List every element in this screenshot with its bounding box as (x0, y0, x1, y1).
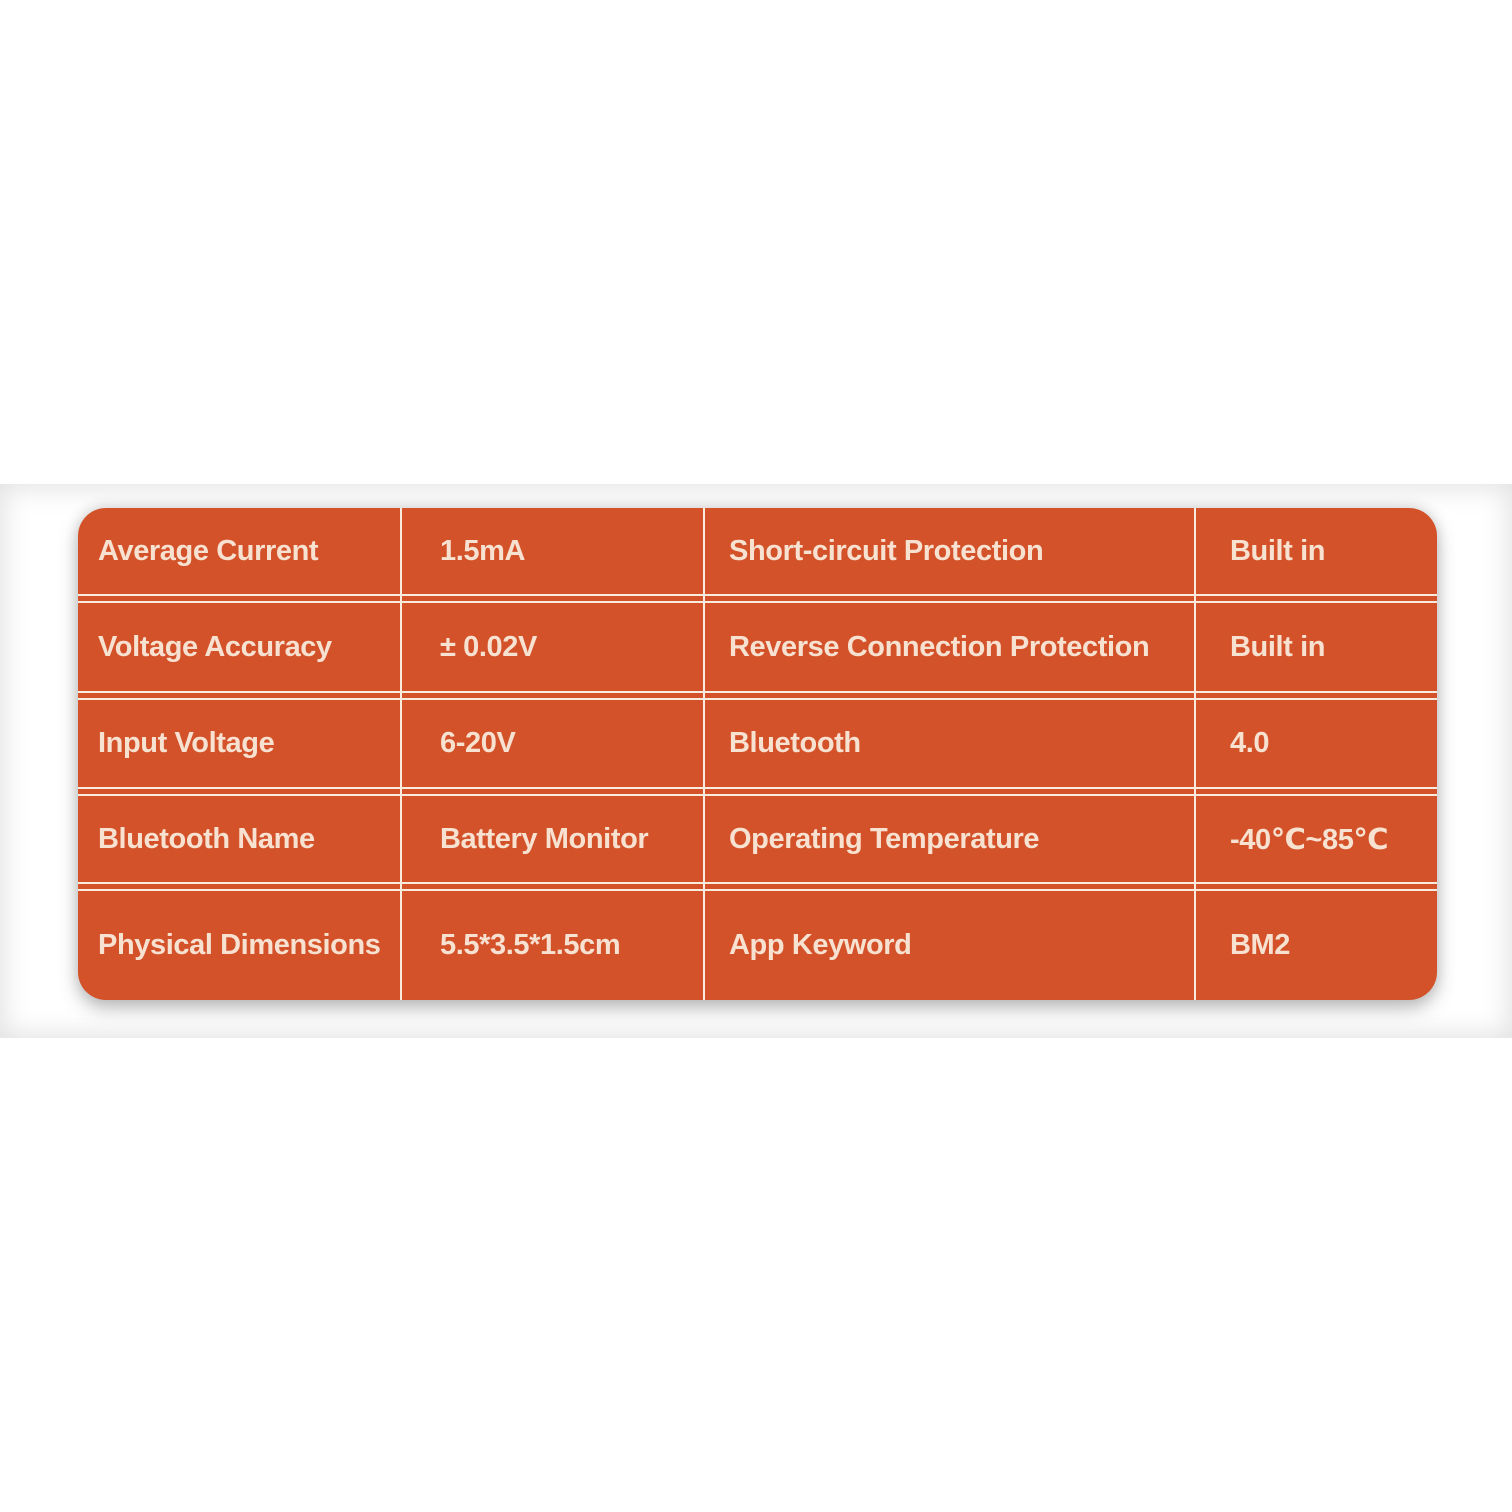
spec-name-text: Operating Temperature (729, 822, 1040, 855)
spec-name-cell: Bluetooth (703, 700, 1194, 787)
spec-name-text: Physical Dimensions (98, 929, 381, 961)
spec-value-cell: ± 0.02V (400, 603, 703, 691)
row-divider-line (78, 882, 1437, 891)
spec-value-text: BM2 (1230, 929, 1291, 961)
spec-name-cell: Physical Dimensions (78, 891, 400, 1000)
spec-name-cell: Voltage Accuracy (78, 603, 400, 691)
spec-value-text: 1.5mA (440, 534, 526, 567)
spec-name-cell: Bluetooth Name (78, 796, 400, 882)
spec-value-text: 4.0 (1230, 727, 1270, 759)
spec-name-text: Reverse Connection Protection (729, 630, 1150, 663)
spec-name-text: Bluetooth (729, 727, 861, 759)
spec-value-cell: BM2 (1194, 891, 1437, 1000)
column-divider-line (703, 508, 705, 1000)
spec-value-text: Battery Monitor (440, 822, 649, 855)
spec-value-cell: Battery Monitor (400, 796, 703, 882)
spec-name-cell: Reverse Connection Protection (703, 603, 1194, 691)
spec-value-text: Built in (1230, 630, 1326, 663)
spec-value-text: -40℃~85℃ (1230, 823, 1389, 856)
spec-value-text: Built in (1230, 534, 1326, 567)
spec-value-cell: Built in (1194, 508, 1437, 594)
spec-row: Bluetooth Name Battery Monitor Operating… (78, 796, 1437, 882)
spec-value-text: ± 0.02V (440, 630, 537, 663)
spec-name-cell: Operating Temperature (703, 796, 1194, 882)
spec-name-text: Input Voltage (98, 727, 275, 759)
spec-value-cell: Built in (1194, 603, 1437, 691)
spec-name-text: Short-circuit Protection (729, 534, 1044, 567)
spec-value-text: 5.5*3.5*1.5cm (440, 929, 621, 961)
spec-name-text: App Keyword (729, 929, 912, 961)
spec-name-cell: Input Voltage (78, 700, 400, 787)
spec-value-text: 6-20V (440, 727, 516, 759)
spec-value-cell: 5.5*3.5*1.5cm (400, 891, 703, 1000)
spec-row: Voltage Accuracy ± 0.02V Reverse Connect… (78, 603, 1437, 691)
spec-name-cell: Average Current (78, 508, 400, 594)
spec-value-cell: 4.0 (1194, 700, 1437, 787)
spec-name-cell: Short-circuit Protection (703, 508, 1194, 594)
spec-name-cell: App Keyword (703, 891, 1194, 1000)
spec-value-cell: 6-20V (400, 700, 703, 787)
row-divider-line (78, 594, 1437, 603)
column-divider-line (400, 508, 402, 1000)
spec-row: Physical Dimensions 5.5*3.5*1.5cm App Ke… (78, 891, 1437, 1000)
spec-value-cell: 1.5mA (400, 508, 703, 594)
spec-name-text: Bluetooth Name (98, 822, 315, 855)
spec-row: Input Voltage 6-20V Bluetooth 4.0 (78, 700, 1437, 787)
column-divider-line (1194, 508, 1196, 1000)
spec-name-text: Voltage Accuracy (98, 630, 332, 663)
row-divider-line (78, 787, 1437, 796)
spec-table-card: Average Current 1.5mA Short-circuit Prot… (78, 508, 1437, 1000)
spec-table-rows: Average Current 1.5mA Short-circuit Prot… (78, 508, 1437, 1000)
spec-value-cell: -40℃~85℃ (1194, 796, 1437, 882)
row-divider-line (78, 691, 1437, 700)
spec-name-text: Average Current (98, 534, 319, 567)
spec-row: Average Current 1.5mA Short-circuit Prot… (78, 508, 1437, 594)
